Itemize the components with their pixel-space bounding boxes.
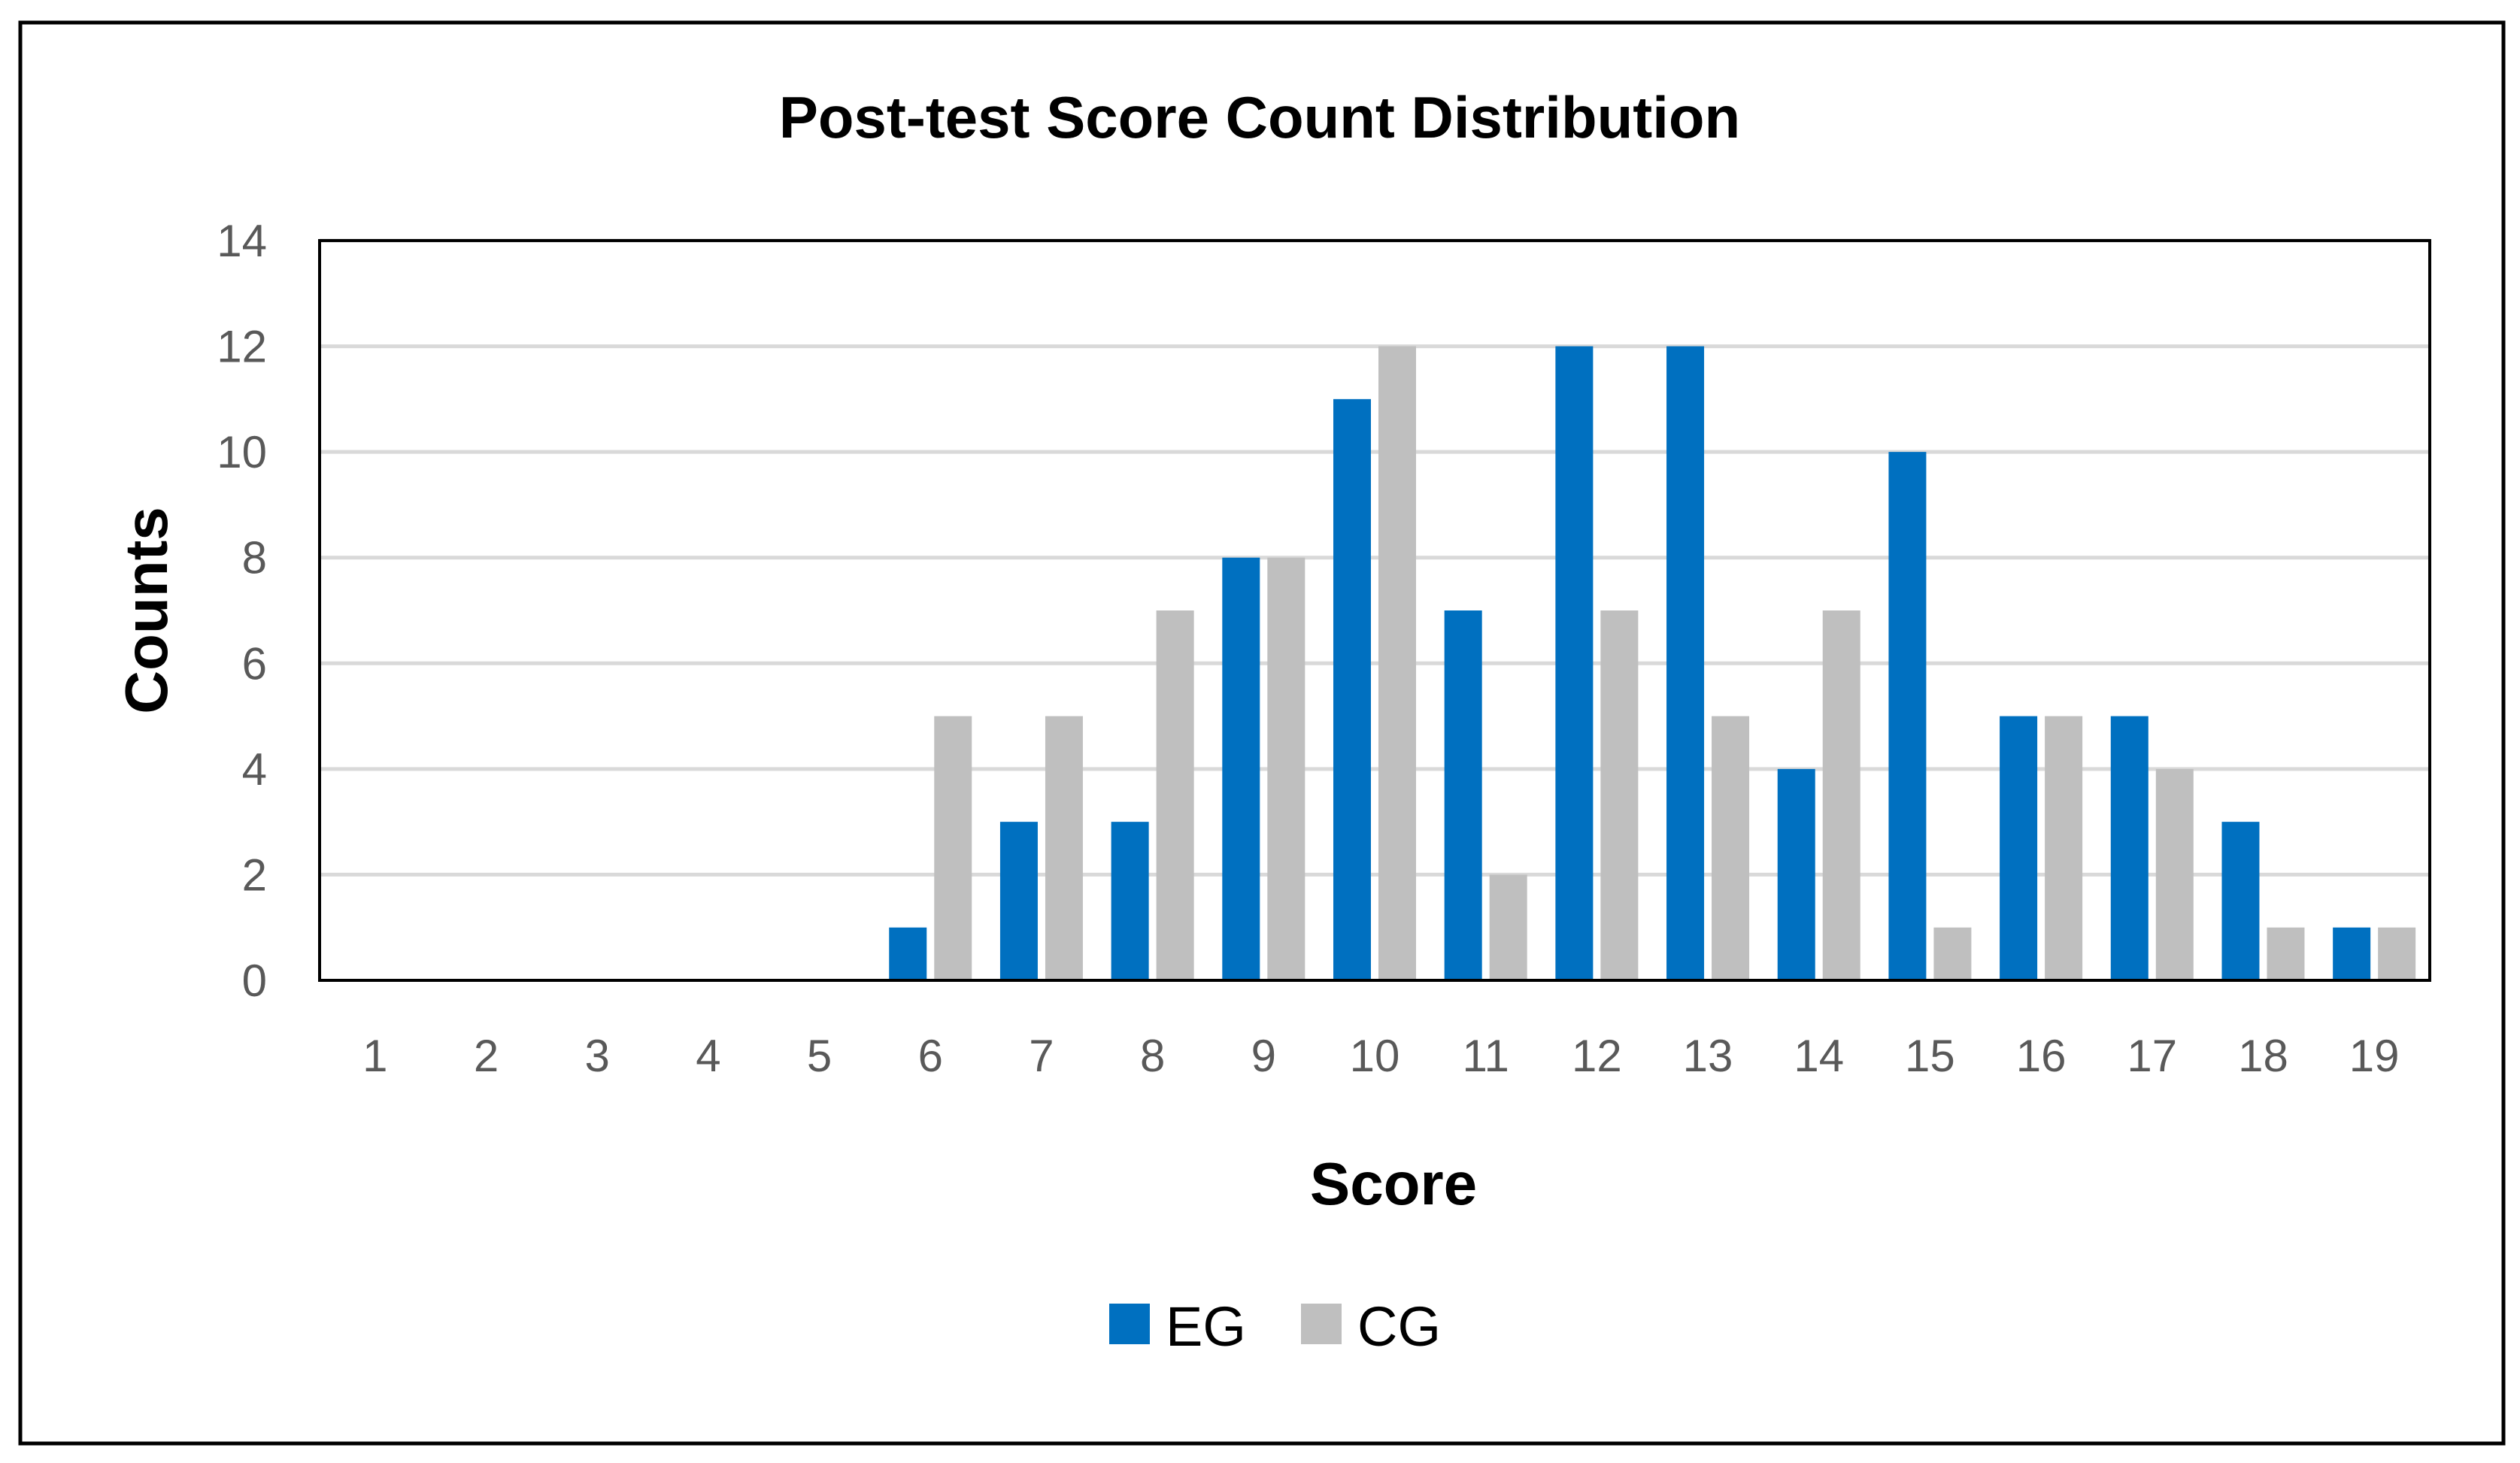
x-tick-label: 2 — [474, 1031, 499, 1081]
y-tick-label: 6 — [242, 638, 267, 689]
x-axis-title: Score — [1310, 1150, 1477, 1217]
bar-cg-10 — [1378, 346, 1416, 981]
bar-eg-11 — [1444, 610, 1482, 980]
bar-eg-12 — [1555, 346, 1594, 981]
x-tick-label: 10 — [1350, 1031, 1400, 1081]
plot-area-border — [318, 239, 2431, 982]
x-tick-label: 15 — [1905, 1031, 1955, 1081]
bar-cg-14 — [1822, 610, 1860, 980]
bar-eg-10 — [1333, 398, 1371, 980]
y-tick-label: 2 — [242, 850, 267, 900]
bar-eg-8 — [1111, 822, 1149, 980]
x-tick-label: 3 — [585, 1031, 610, 1081]
bar-cg-13 — [1712, 716, 1750, 980]
bar-eg-14 — [1777, 768, 1815, 980]
x-tick-label: 13 — [1683, 1031, 1733, 1081]
x-tick-label: 19 — [2349, 1031, 2400, 1081]
x-tick-label: 7 — [1029, 1031, 1054, 1081]
x-tick-label: 14 — [1794, 1031, 1844, 1081]
x-tick-label: 12 — [1572, 1031, 1622, 1081]
legend-swatch-eg — [1109, 1304, 1150, 1344]
bar-cg-9 — [1267, 557, 1305, 980]
x-tick-label: 16 — [2016, 1031, 2067, 1081]
bar-eg-7 — [999, 822, 1038, 980]
y-tick-label: 0 — [242, 956, 267, 1006]
bar-cg-11 — [1489, 874, 1527, 980]
x-tick-label: 8 — [1140, 1031, 1165, 1081]
chart-title: Post-test Score Count Distribution — [779, 84, 1740, 150]
x-tick-label: 11 — [1463, 1031, 1509, 1081]
chart-frame — [18, 20, 2506, 1446]
bar-eg-6 — [889, 927, 927, 980]
x-tick-label: 18 — [2238, 1031, 2288, 1081]
bar-cg-19 — [2378, 927, 2416, 980]
x-tick-label: 17 — [2127, 1031, 2177, 1081]
bar-cg-6 — [934, 716, 972, 980]
legend-swatch-cg — [1301, 1304, 1342, 1344]
bar-eg-18 — [2221, 822, 2260, 980]
y-tick-label: 12 — [217, 322, 267, 372]
bar-cg-17 — [2155, 768, 2194, 980]
legend-label-eg: EG — [1166, 1295, 1246, 1358]
x-tick-label: 1 — [362, 1031, 387, 1081]
bar-cg-16 — [2045, 716, 2083, 980]
legend-label-cg: CG — [1357, 1295, 1441, 1358]
legend: EG CG — [1109, 1295, 1441, 1358]
y-tick-label: 10 — [217, 427, 267, 477]
y-axis-ticks: 0 2 4 6 8 10 12 14 — [217, 216, 267, 1006]
bar-cg-12 — [1600, 610, 1639, 980]
bar-eg-9 — [1222, 557, 1260, 980]
x-tick-label: 4 — [696, 1031, 720, 1081]
bar-cg-18 — [2267, 927, 2305, 980]
bar-cg-7 — [1045, 716, 1083, 980]
bar-eg-13 — [1666, 346, 1705, 981]
y-tick-label: 14 — [217, 216, 267, 266]
bar-eg-19 — [2333, 927, 2371, 980]
x-axis-ticks: 1 2 3 4 5 6 7 8 9 10 11 12 13 14 15 16 17 18 19 — [362, 1031, 2399, 1081]
x-tick-label: 9 — [1251, 1031, 1276, 1081]
bar-cg-15 — [1933, 927, 1972, 980]
x-tick-label: 5 — [807, 1031, 832, 1081]
x-tick-label: 6 — [918, 1031, 943, 1081]
bar-eg-17 — [2110, 716, 2149, 980]
y-tick-label: 8 — [242, 533, 267, 583]
bar-cg-8 — [1156, 610, 1194, 980]
y-axis-title: Counts — [113, 507, 180, 714]
bar-eg-16 — [2000, 716, 2038, 980]
y-tick-label: 4 — [242, 744, 267, 795]
bars — [889, 346, 2416, 981]
bar-eg-15 — [1888, 452, 1927, 980]
